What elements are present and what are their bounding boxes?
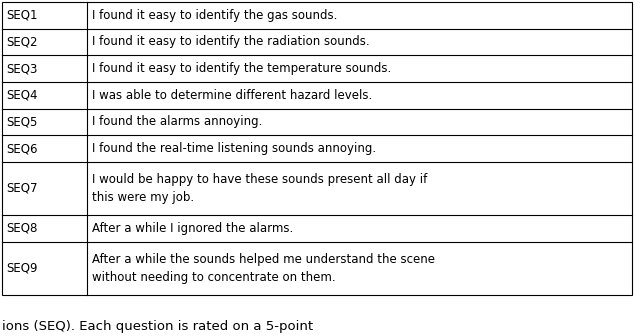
Text: I found it easy to identify the radiation sounds.: I found it easy to identify the radiatio…: [92, 36, 370, 48]
Text: I found the alarms annoying.: I found the alarms annoying.: [92, 115, 262, 128]
Text: SEQ3: SEQ3: [6, 62, 37, 75]
Text: After a while I ignored the alarms.: After a while I ignored the alarms.: [92, 222, 293, 235]
Text: I found the real-time listening sounds annoying.: I found the real-time listening sounds a…: [92, 142, 376, 155]
Text: SEQ1: SEQ1: [6, 9, 38, 22]
Text: I found it easy to identify the gas sounds.: I found it easy to identify the gas soun…: [92, 9, 337, 22]
Text: SEQ6: SEQ6: [6, 142, 38, 155]
Text: I would be happy to have these sounds present all day if
this were my job.: I would be happy to have these sounds pr…: [92, 173, 428, 204]
Text: SEQ4: SEQ4: [6, 89, 38, 102]
Text: SEQ7: SEQ7: [6, 182, 38, 195]
Text: SEQ9: SEQ9: [6, 262, 38, 275]
Text: SEQ5: SEQ5: [6, 115, 37, 128]
Text: I was able to determine different hazard levels.: I was able to determine different hazard…: [92, 89, 372, 102]
Text: I found it easy to identify the temperature sounds.: I found it easy to identify the temperat…: [92, 62, 391, 75]
Bar: [2, 2, 632, 295]
Text: SEQ8: SEQ8: [6, 222, 37, 235]
Text: SEQ2: SEQ2: [6, 36, 38, 48]
Text: ions (SEQ). Each question is rated on a 5-point: ions (SEQ). Each question is rated on a …: [2, 320, 313, 333]
Text: After a while the sounds helped me understand the scene
without needing to conce: After a while the sounds helped me under…: [92, 253, 435, 284]
